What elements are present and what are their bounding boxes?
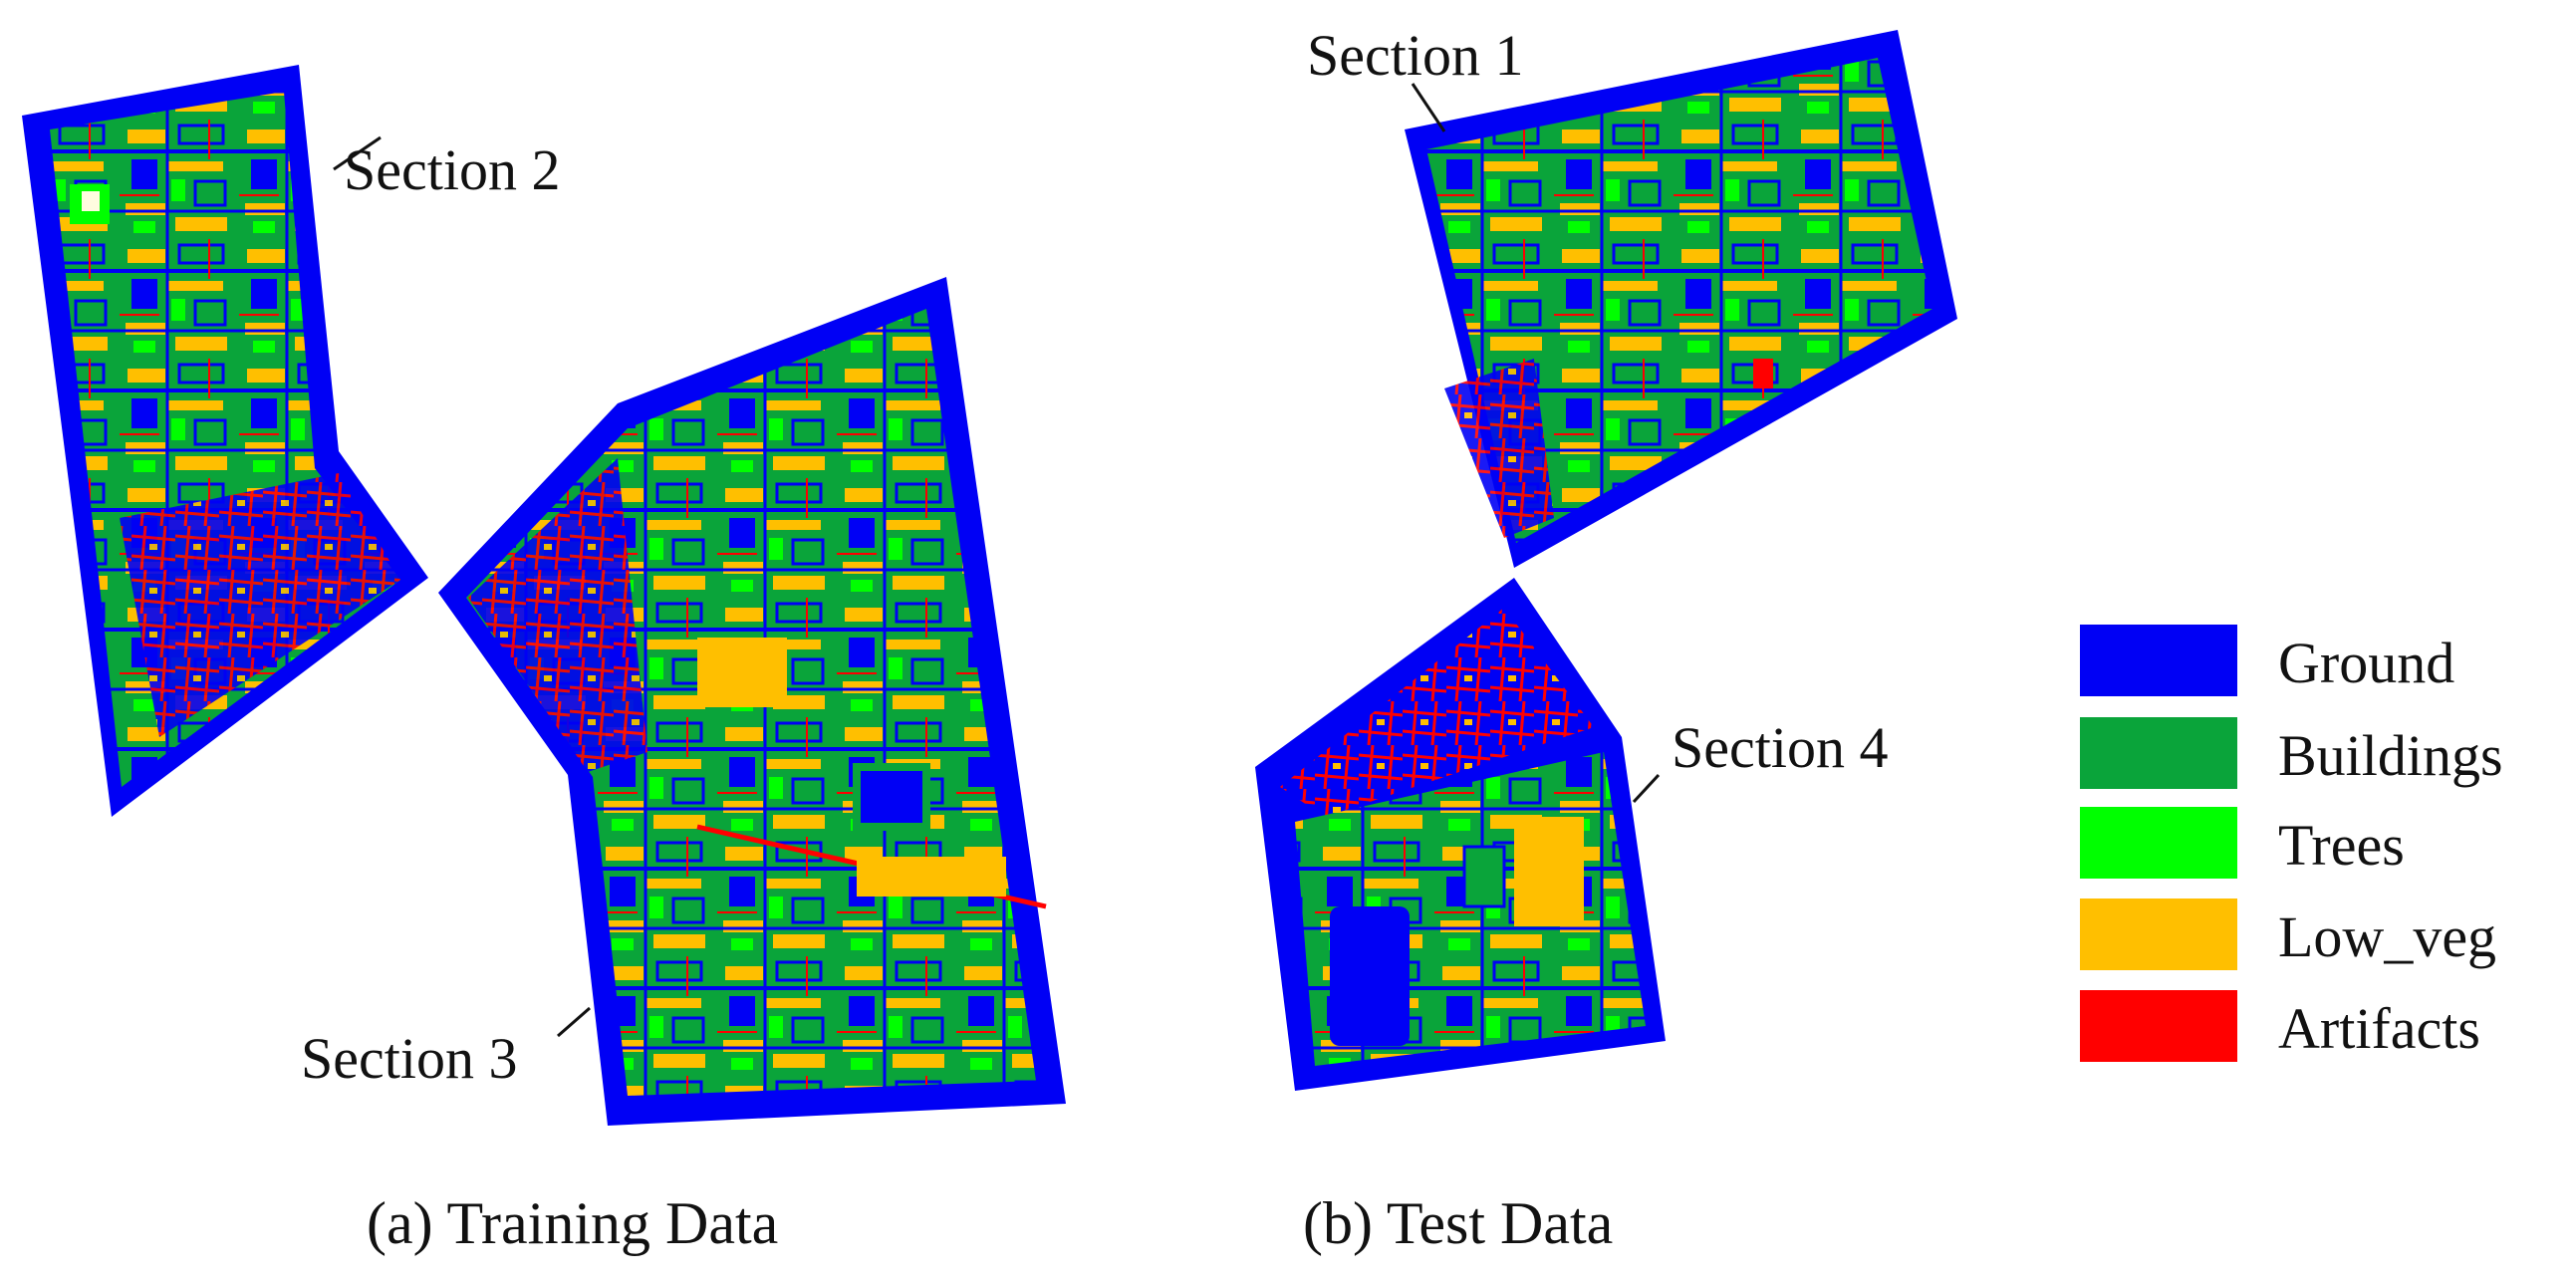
legend: Ground Buildings Trees Low_veg Artifacts [2080, 625, 2503, 1062]
legend-label-buildings: Buildings [2278, 723, 2503, 788]
training-data-panel [22, 65, 1066, 1126]
legend-swatch-artifacts [2080, 990, 2237, 1062]
section-4-leader-line [1632, 773, 1661, 804]
section-3-leader-line [557, 1006, 591, 1038]
test-data-panel [1255, 30, 1957, 1091]
section-annotations: Section 2 Section 1 Section 3 Section 4 [301, 23, 1888, 1091]
legend-label-low-veg: Low_veg [2278, 904, 2496, 969]
legend-swatch-low-veg [2080, 898, 2237, 970]
legend-label-artifacts: Artifacts [2278, 996, 2480, 1061]
panel-a-caption: (a) Training Data [367, 1190, 778, 1256]
section-2-leader-line [333, 135, 382, 171]
section-3-label: Section 3 [301, 1026, 517, 1091]
legend-label-ground: Ground [2278, 631, 2454, 695]
panel-b-caption: (b) Test Data [1303, 1190, 1613, 1256]
legend-swatch-ground [2080, 625, 2237, 696]
section-2-map [22, 65, 428, 817]
section-2-label: Section 2 [344, 137, 560, 202]
section-3-map [438, 277, 1066, 1126]
legend-swatch-buildings [2080, 717, 2237, 789]
legend-label-trees: Trees [2278, 813, 2405, 878]
section-4-map [1255, 578, 1666, 1091]
legend-swatch-trees [2080, 807, 2237, 879]
section-1-map [1405, 30, 1957, 568]
section-4-label: Section 4 [1672, 715, 1888, 780]
section-1-leader-line [1411, 83, 1446, 132]
section-1-label: Section 1 [1307, 23, 1523, 88]
